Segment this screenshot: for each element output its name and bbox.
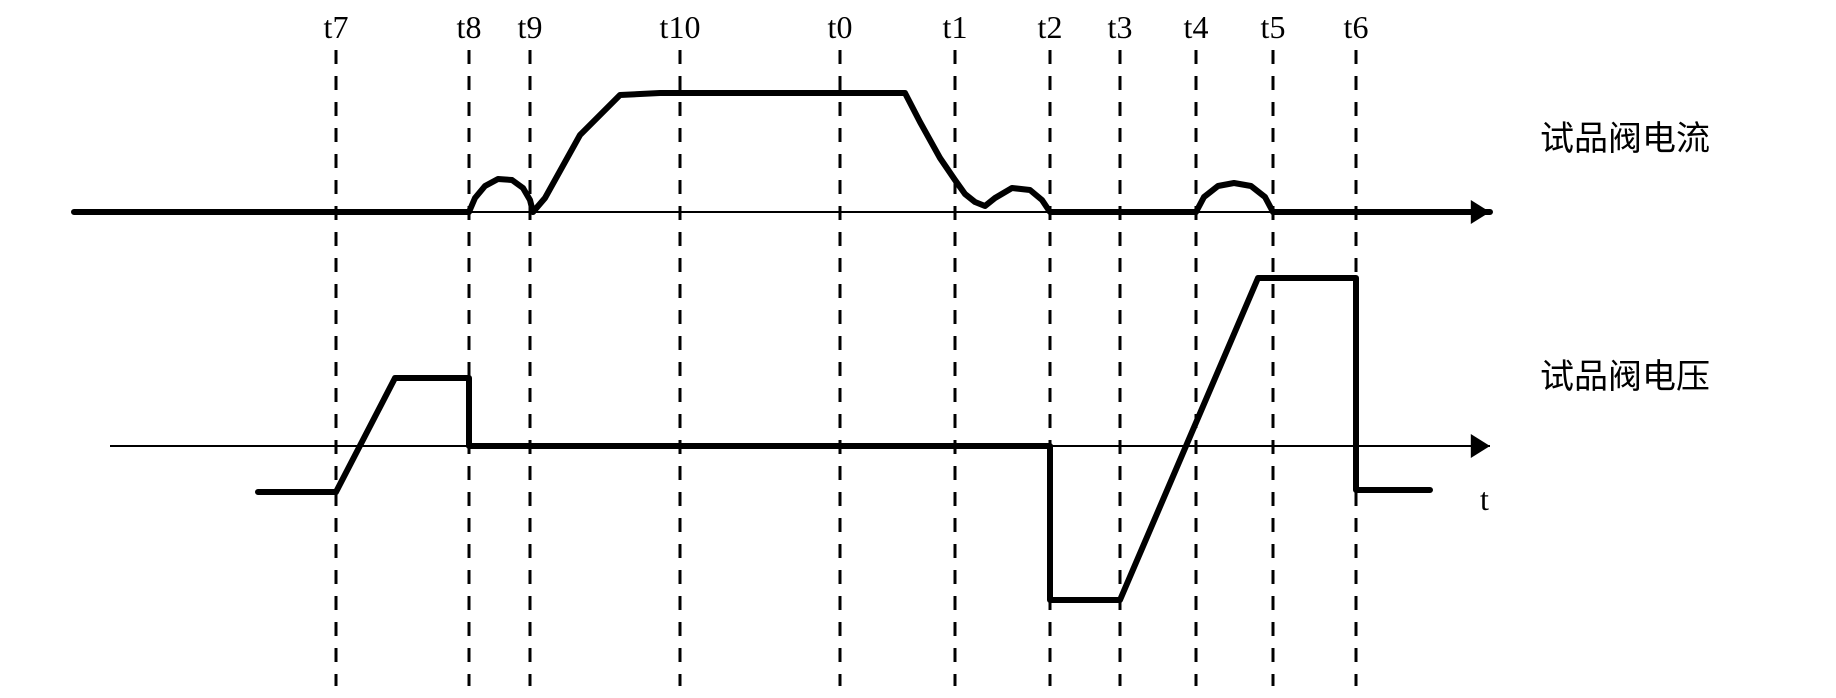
current-label: 试品阀电流 xyxy=(1540,120,1710,158)
time-marker-label: t10 xyxy=(660,9,701,45)
axis-arrow xyxy=(1471,434,1490,458)
time-marker-label: t3 xyxy=(1108,9,1133,45)
time-marker-label: t6 xyxy=(1344,9,1369,45)
current-waveform xyxy=(74,93,1490,212)
time-marker-label: t0 xyxy=(828,9,853,45)
time-marker-label: t4 xyxy=(1184,9,1209,45)
time-marker-label: t1 xyxy=(943,9,968,45)
voltage-label: 试品阀电压 xyxy=(1540,358,1710,396)
time-marker-label: t7 xyxy=(324,9,349,45)
time-marker-label: t2 xyxy=(1038,9,1063,45)
waveform-diagram: t7 t8 t9 t10 t0 t1 t2 t3 t4 t5 t6 试品阀电流试品阀电压 t xyxy=(0,0,1836,698)
time-marker-label: t5 xyxy=(1261,9,1286,45)
time-marker-label: t9 xyxy=(518,9,543,45)
t-axis-label: t xyxy=(1480,481,1489,517)
time-marker-label: t8 xyxy=(457,9,482,45)
voltage-waveform xyxy=(258,278,1430,600)
diagram-container: t7 t8 t9 t10 t0 t1 t2 t3 t4 t5 t6 试品阀电流试品阀电压 t xyxy=(0,0,1836,698)
